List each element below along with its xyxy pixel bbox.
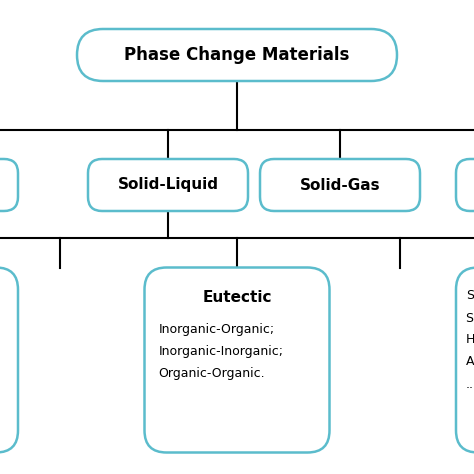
Text: Phase Change Materials: Phase Change Materials [124, 46, 350, 64]
FancyBboxPatch shape [456, 159, 474, 211]
Text: Solid-Liquid: Solid-Liquid [118, 177, 219, 192]
Text: Eutectic: Eutectic [202, 290, 272, 305]
Text: Inorganic-Organic;
Inorganic-Inorganic;
Organic-Organic.: Inorganic-Organic; Inorganic-Inorganic; … [158, 322, 283, 380]
FancyBboxPatch shape [0, 267, 18, 453]
FancyBboxPatch shape [145, 267, 329, 453]
Text: Salts;
Salt H...
Hydro...
Alloys...
...: Salts; Salt H... Hydro... Alloys... ... [466, 290, 474, 391]
FancyBboxPatch shape [77, 29, 397, 81]
FancyBboxPatch shape [456, 267, 474, 453]
Text: Solid-Gas: Solid-Gas [300, 177, 380, 192]
FancyBboxPatch shape [0, 159, 18, 211]
FancyBboxPatch shape [260, 159, 420, 211]
FancyBboxPatch shape [88, 159, 248, 211]
